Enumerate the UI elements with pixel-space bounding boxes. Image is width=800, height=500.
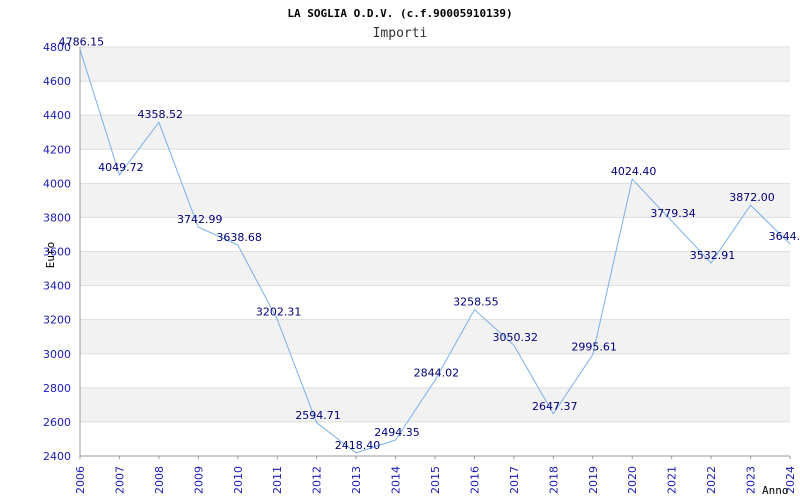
x-tick-label: 2011 [271, 466, 284, 494]
y-tick-label: 3000 [43, 348, 71, 361]
x-tick-label: 2018 [547, 466, 560, 494]
data-label: 2418.40 [335, 439, 381, 452]
x-tick-label: 2022 [705, 466, 718, 494]
data-label: 2594.71 [295, 409, 341, 422]
grid-band [80, 183, 790, 218]
data-labels: 4786.15 4049.72 4358.52 3742.99 3638.68 3202.… [59, 35, 800, 452]
grid-band [80, 115, 790, 150]
grid-band [80, 319, 790, 354]
y-tick-label: 3400 [43, 280, 71, 293]
y-tick-label: 2800 [43, 382, 71, 395]
data-label: 3258.55 [453, 296, 499, 309]
y-tick-label: 4000 [43, 177, 71, 190]
data-label: 3050.32 [493, 331, 539, 344]
data-label: 3779.34 [650, 207, 696, 220]
series-line [79, 49, 791, 454]
data-label: 4024.40 [611, 165, 657, 178]
x-tick-label: 2010 [232, 466, 245, 494]
x-tick-label: 2008 [153, 466, 166, 494]
x-tick-label: 2015 [429, 466, 442, 494]
data-label: 3638.68 [216, 231, 262, 244]
data-label: 4786.15 [59, 35, 105, 48]
data-label: 2844.02 [414, 366, 460, 379]
x-tick-label: 2016 [468, 466, 481, 494]
plot-bands [80, 47, 790, 422]
data-label: 3644.72 [769, 230, 800, 243]
x-axis-label: Anno [762, 484, 789, 497]
x-tick-label: 2024 [784, 466, 797, 494]
chart-subtitle: Importi [373, 26, 428, 41]
data-label: 2995.61 [571, 340, 617, 353]
grid-band [80, 251, 790, 286]
chart-title: LA SOGLIA O.D.V. (c.f.90005910139) [287, 7, 512, 20]
y-tick-label: 2400 [43, 450, 71, 463]
x-tick-label: 2021 [666, 466, 679, 494]
x-axis-ticks: 2006 2007 2008 2009 2010 2011 2012 2013 2014 2015… [74, 456, 797, 494]
x-tick-label: 2006 [74, 466, 87, 494]
x-tick-label: 2019 [587, 466, 600, 494]
y-tick-label: 4400 [43, 109, 71, 122]
y-tick-label: 4200 [43, 143, 71, 156]
x-tick-label: 2012 [311, 466, 324, 494]
data-label: 4049.72 [98, 161, 144, 174]
data-label: 3532.91 [690, 249, 736, 262]
data-label: 4358.52 [138, 108, 184, 121]
y-tick-label: 2600 [43, 416, 71, 429]
data-label: 2647.37 [532, 400, 578, 413]
data-label: 3742.99 [177, 213, 223, 226]
y-tick-label: 3600 [43, 246, 71, 259]
x-tick-label: 2014 [390, 466, 403, 494]
y-axis-ticks: 2400 2600 2800 3000 3200 3400 3600 3800 4000 4200… [43, 41, 71, 463]
x-tick-label: 2020 [626, 466, 639, 494]
data-label: 3202.31 [256, 305, 302, 318]
x-tick-label: 2017 [508, 466, 521, 494]
x-tick-label: 2023 [745, 466, 758, 494]
y-axis-label: Euro [44, 242, 57, 269]
data-label: 2494.35 [374, 426, 420, 439]
data-label: 3872.00 [729, 191, 775, 204]
y-tick-label: 4600 [43, 75, 71, 88]
y-tick-label: 3200 [43, 314, 71, 327]
y-tick-label: 4800 [43, 41, 71, 54]
x-tick-label: 2009 [192, 466, 205, 494]
grid-band [80, 387, 790, 422]
x-tick-label: 2007 [113, 466, 126, 494]
y-tick-label: 3800 [43, 211, 71, 224]
grid-band [80, 47, 790, 82]
x-tick-label: 2013 [350, 466, 363, 494]
